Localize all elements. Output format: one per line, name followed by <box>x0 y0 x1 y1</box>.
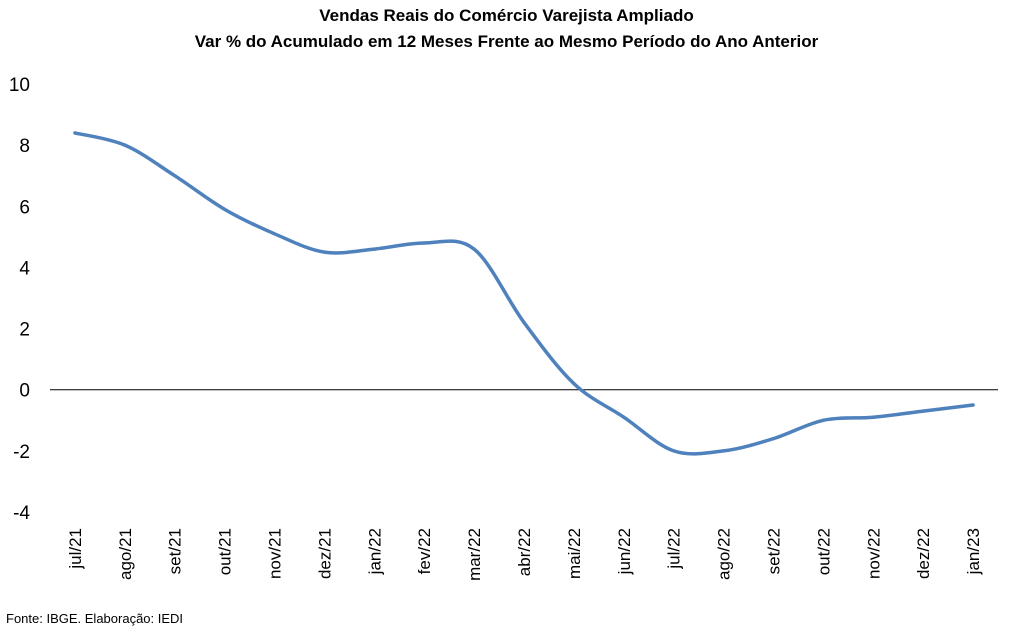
data-point <box>223 207 227 211</box>
data-point <box>971 403 975 407</box>
data-point <box>173 174 177 178</box>
data-point <box>672 449 676 453</box>
y-tick-label: 2 <box>19 320 30 341</box>
x-tick-label: fev/22 <box>415 528 434 574</box>
y-tick-label: -2 <box>13 442 30 463</box>
data-point <box>821 418 825 422</box>
x-tick-label: mar/22 <box>465 528 484 581</box>
x-tick-label: dez/22 <box>914 528 933 579</box>
data-point <box>372 247 376 251</box>
x-tick-label: ago/22 <box>715 528 734 580</box>
y-tick-label: 6 <box>19 197 30 218</box>
x-tick-label: set/21 <box>166 528 185 574</box>
chart-subtitle: Var % do Acumulado em 12 Meses Frente ao… <box>194 32 819 51</box>
y-tick-label: 0 <box>19 381 30 402</box>
y-tick-label: -4 <box>13 503 30 524</box>
data-point <box>921 409 925 413</box>
x-tick-label: set/22 <box>764 528 783 574</box>
data-point <box>422 241 426 245</box>
x-tick-label: jun/22 <box>615 528 634 575</box>
data-point <box>522 320 526 325</box>
data-point <box>73 131 77 135</box>
x-tick-label: nov/22 <box>864 528 883 579</box>
data-point <box>871 415 875 419</box>
data-point <box>322 250 327 254</box>
x-tick-label: abr/22 <box>515 528 534 576</box>
x-tick-label: nov/21 <box>266 528 285 579</box>
series-line <box>73 131 975 456</box>
data-point <box>123 143 127 147</box>
y-tick-label: 4 <box>19 258 30 279</box>
data-point <box>272 232 277 236</box>
data-point <box>771 437 776 441</box>
source-note: Fonte: IBGE. Elaboração: IEDI <box>6 611 184 626</box>
y-tick-label: 10 <box>9 75 30 96</box>
data-point <box>572 382 576 386</box>
x-tick-label: jan/23 <box>964 528 983 575</box>
x-tick-label: mai/22 <box>565 528 584 579</box>
x-tick-label: ago/21 <box>116 528 135 580</box>
y-tick-label: 8 <box>19 136 30 157</box>
data-point <box>622 415 626 419</box>
x-tick-label: jul/21 <box>66 528 85 570</box>
x-tick-label: dez/21 <box>315 528 334 579</box>
x-tick-label: out/21 <box>216 528 235 575</box>
x-tick-label: jan/22 <box>365 528 384 575</box>
chart-title: Vendas Reais do Comércio Varejista Ampli… <box>319 6 694 25</box>
x-tick-label: out/22 <box>814 528 833 575</box>
data-point <box>721 449 726 453</box>
data-point <box>472 247 476 251</box>
x-tick-label: jul/22 <box>665 528 684 570</box>
